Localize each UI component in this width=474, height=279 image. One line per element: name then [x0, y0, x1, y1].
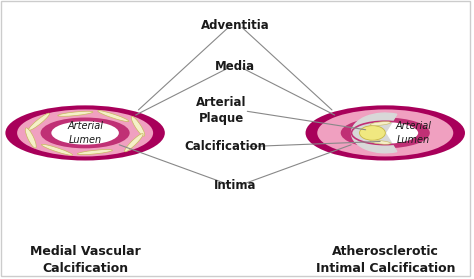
Ellipse shape [341, 117, 430, 148]
Text: Medial Vascular
Calcification: Medial Vascular Calcification [30, 245, 140, 275]
Ellipse shape [352, 121, 419, 145]
Ellipse shape [370, 140, 391, 144]
Text: Media: Media [215, 60, 255, 73]
Ellipse shape [5, 105, 165, 160]
Text: Arterial
Lumen: Arterial Lumen [395, 121, 431, 145]
Ellipse shape [370, 122, 391, 126]
Ellipse shape [41, 144, 73, 155]
Ellipse shape [17, 109, 153, 157]
Ellipse shape [360, 126, 385, 140]
Ellipse shape [77, 150, 112, 155]
Ellipse shape [98, 111, 129, 122]
Text: Calcification: Calcification [185, 140, 267, 153]
Text: Arterial
Plaque: Arterial Plaque [196, 97, 246, 125]
Text: Arterial
Lumen: Arterial Lumen [67, 121, 103, 145]
Ellipse shape [317, 109, 453, 157]
Text: Intima: Intima [214, 179, 256, 192]
Ellipse shape [51, 121, 119, 145]
Ellipse shape [131, 116, 145, 136]
Ellipse shape [58, 111, 93, 116]
Text: Adventitia: Adventitia [201, 19, 270, 32]
Ellipse shape [41, 117, 130, 148]
Ellipse shape [306, 105, 465, 160]
Ellipse shape [28, 113, 49, 130]
Text: Atherosclerotic
Intimal Calcification: Atherosclerotic Intimal Calcification [316, 245, 455, 275]
Wedge shape [352, 113, 397, 153]
Ellipse shape [25, 128, 36, 148]
Ellipse shape [125, 134, 143, 152]
